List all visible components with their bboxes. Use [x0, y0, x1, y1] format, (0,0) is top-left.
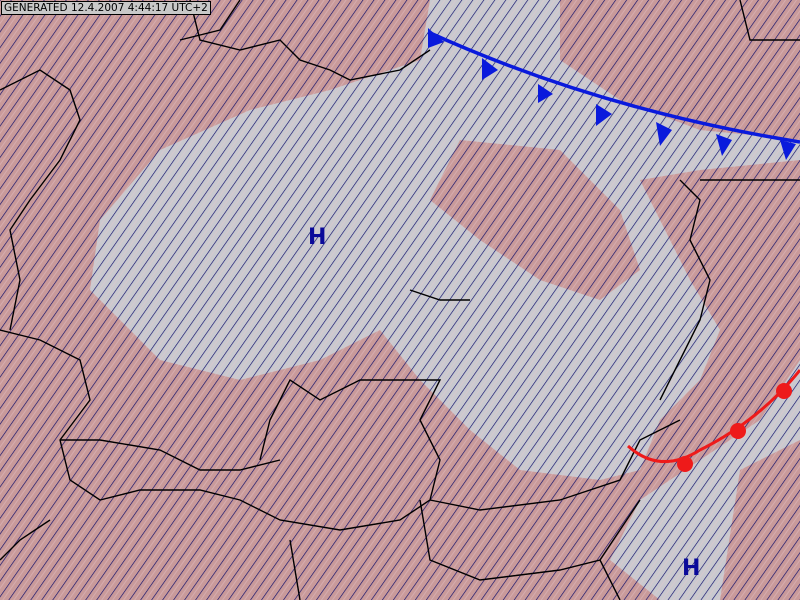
- generated-timestamp: GENERATED 12.4.2007 4:44:17 UTC+2: [1, 1, 211, 15]
- high-pressure-label: H: [308, 225, 327, 250]
- cold-front: [427, 28, 800, 160]
- high-pressure-label: H: [682, 556, 701, 581]
- warm-front: [626, 369, 800, 472]
